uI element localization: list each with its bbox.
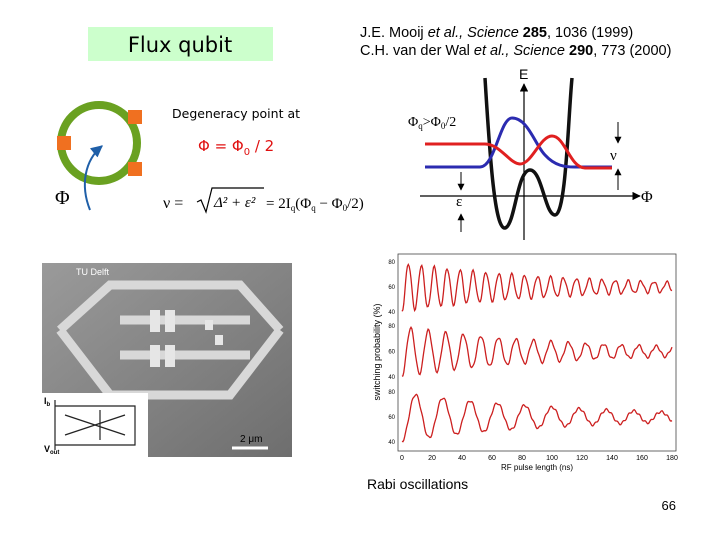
y-tick-label: 40 [388, 440, 395, 446]
shape [150, 345, 160, 367]
shape [165, 310, 175, 332]
y-tick-label: 60 [388, 285, 395, 291]
x-tick-label: 80 [518, 455, 526, 462]
text-part: − Φ [316, 196, 343, 212]
junction [128, 110, 142, 124]
formula-rhs: = 2Iq(Φq − Φ0/2) [266, 196, 364, 213]
degeneracy-text: Degeneracy point at [172, 106, 300, 121]
shape [205, 320, 213, 330]
text-part: V [44, 444, 50, 454]
x-tick-label: 40 [458, 455, 466, 462]
reference: J.E. Mooij et al., Science 285, 1036 (19… [360, 25, 633, 41]
text-part: 285 [523, 25, 547, 41]
x-axis-label: RF pulse length (ns) [501, 463, 573, 472]
y-axis-label: switching probability (%) [372, 303, 382, 400]
page-number: 66 [662, 498, 676, 513]
text-part: J.E. Mooij [360, 25, 428, 41]
text-part: b [47, 402, 51, 408]
x-tick-label: 160 [636, 455, 648, 462]
text-part: C.H. van der Wal [360, 43, 474, 59]
sem-junctions [150, 310, 223, 367]
flux-arrow [83, 145, 103, 211]
epsilon-label: ε [456, 194, 462, 210]
shape [215, 335, 223, 345]
y-tick-label: 80 [388, 390, 395, 396]
energy-diagram: E Φ Φq>Φ0/2 ν ε [408, 66, 653, 240]
y-tick-label: 60 [388, 350, 395, 356]
y-tick-label: 60 [388, 415, 395, 421]
rabi-trace [401, 325, 673, 377]
potential [483, 77, 574, 230]
x-tick-label: 20 [428, 455, 436, 462]
qubit-ring [57, 101, 141, 185]
caption: Rabi oscillations [367, 476, 468, 492]
flux-label: Φ [55, 187, 70, 209]
condition: Φq>Φ0/2 [408, 115, 456, 131]
rabi-plot: switching probability (%) RF pulse lengt… [372, 253, 678, 472]
text-part: q [311, 203, 316, 213]
energy-level [425, 116, 612, 169]
text-part: 0 [343, 203, 348, 213]
shape [150, 310, 160, 332]
text-part: out [50, 450, 59, 456]
degeneracy-formula: Φ = Φ0 / 2 [198, 137, 274, 158]
sqrt-sign [196, 187, 264, 214]
micrograph: TU Delft 2 μm Ib Vout [42, 263, 292, 457]
text-part: Φ [408, 115, 418, 130]
text-part: , 773 (2000) [593, 43, 671, 59]
formula: ν = [163, 195, 183, 212]
lab-label: TU Delft [76, 267, 110, 277]
title: Flux qubit [128, 33, 232, 57]
text-part: / 2 [250, 137, 274, 155]
junction [128, 162, 142, 176]
x-tick-label: 60 [488, 455, 496, 462]
title-box [88, 27, 273, 61]
sem-structure [56, 280, 284, 400]
bias-label: Ib [44, 396, 51, 408]
x-tick-label: 120 [576, 455, 588, 462]
y-tick-label: 80 [388, 324, 395, 330]
y-tick-label: 40 [388, 310, 395, 316]
text-part: (Φ [295, 196, 311, 212]
circuit [54, 400, 136, 450]
text-part: I [44, 396, 47, 406]
shape [165, 345, 175, 367]
text-part: et al., Science [428, 25, 523, 41]
formula-radicand: Δ² + ε² [213, 195, 256, 211]
e-axis-label: E [519, 66, 528, 82]
scale-label: 2 μm [240, 434, 262, 445]
text-part: q [291, 203, 296, 213]
text-part: Φ = Φ [198, 137, 244, 155]
text-part: q [418, 121, 423, 131]
x-tick-label: 0 [400, 455, 404, 462]
nu-label: ν [610, 148, 617, 164]
energy-level [425, 134, 612, 170]
rabi-trace [401, 263, 673, 313]
x-tick-label: 180 [666, 455, 678, 462]
text-part: 0 [244, 147, 250, 158]
text-part: 0 [441, 121, 446, 131]
y-tick-label: 40 [388, 375, 395, 381]
text-part: , 1036 (1999) [547, 25, 633, 41]
rabi-trace [401, 393, 673, 443]
x-tick-label: 140 [606, 455, 618, 462]
text-part: 290 [569, 43, 593, 59]
reference: C.H. van der Wal et al., Science 290, 77… [360, 43, 671, 59]
x-tick-label: 100 [546, 455, 558, 462]
out-label: Vout [44, 444, 59, 456]
text-part: /2 [445, 115, 456, 130]
plot-frame [397, 253, 677, 452]
phi-axis-label: Φ [641, 189, 653, 206]
text-part: et al., Science [474, 43, 569, 59]
text-part: /2) [347, 196, 364, 212]
text-part: >Φ [423, 115, 441, 130]
y-tick-label: 80 [388, 260, 395, 266]
junction [57, 136, 71, 150]
text-part: = 2I [266, 196, 291, 212]
